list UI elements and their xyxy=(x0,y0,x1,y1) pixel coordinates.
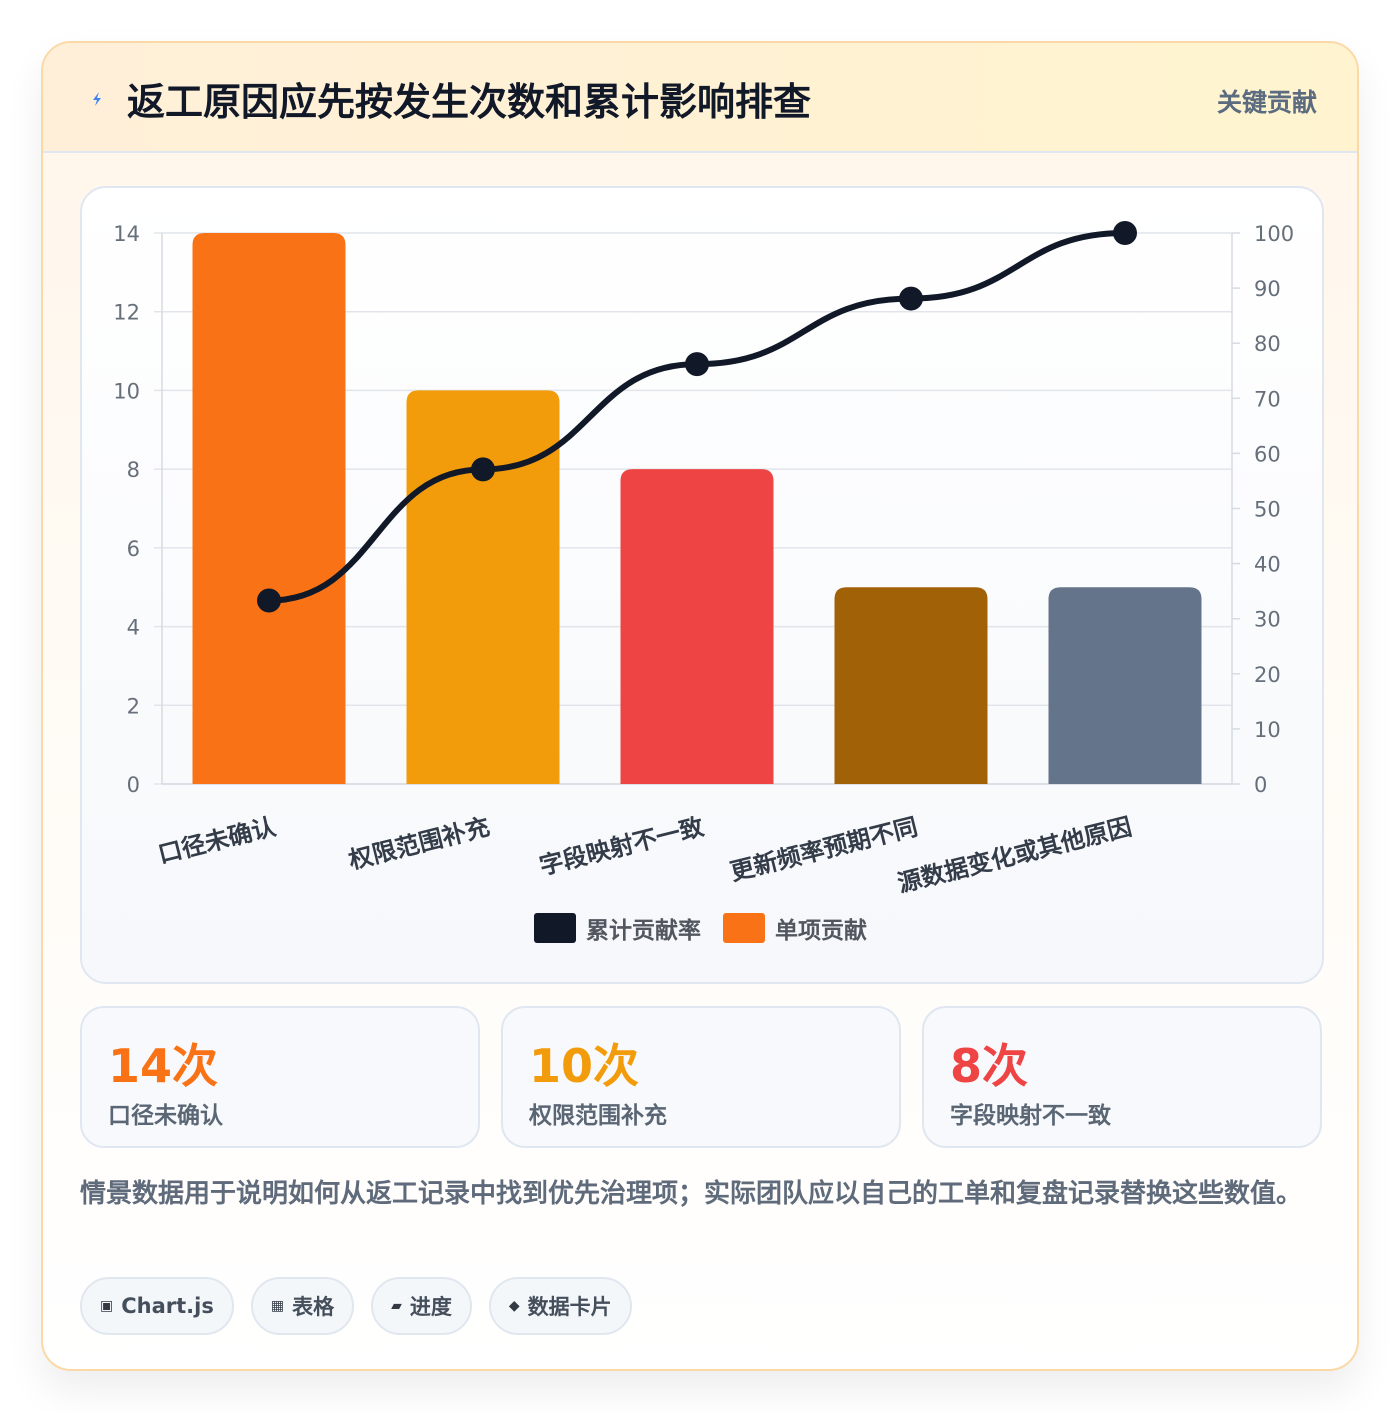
y2-tick-label: 70 xyxy=(1254,387,1281,411)
bar xyxy=(620,469,774,784)
header-badge: 关键贡献 xyxy=(1216,88,1317,117)
line-point xyxy=(1113,221,1137,245)
y-tick-label: 0 xyxy=(127,773,140,797)
diamond-icon: ◆ xyxy=(508,1298,520,1314)
pareto-chart: 0 2 4 6 8 10 12 14 0 10 20 30 40 50 60 70 80 90 100 口径未确认 权限… xyxy=(113,221,1294,898)
tag-list: ▣ Chart.js ▦ 表格 ▰ 进度 ◆ 数据卡片 xyxy=(80,1277,632,1335)
tag-table[interactable]: ▦ 表格 xyxy=(250,1277,355,1335)
y-tick-label: 4 xyxy=(127,616,140,640)
chart-panel: 0 2 4 6 8 10 12 14 0 10 20 30 40 50 60 70 80 90 100 口径未确认 权限… xyxy=(80,186,1324,984)
y2-tick-label: 80 xyxy=(1254,332,1281,356)
stat-card: 8次 字段映射不一致 xyxy=(922,1006,1322,1148)
y2-tick-label: 20 xyxy=(1254,663,1281,687)
stat-label: 字段映射不一致 xyxy=(950,1103,1111,1129)
page-title: 返工原因应先按发生次数和累计影响排查 xyxy=(127,80,812,124)
y2-tick-label: 50 xyxy=(1254,498,1281,522)
x-tick-label: 字段映射不一致 xyxy=(537,812,708,880)
progress-icon: ▰ xyxy=(391,1298,402,1314)
line-point xyxy=(257,588,281,613)
tag-label: Chart.js xyxy=(121,1294,214,1318)
bar xyxy=(1048,587,1202,784)
chart-icon: ▣ xyxy=(100,1298,114,1314)
stat-value: 14次 xyxy=(108,1039,219,1093)
stat-card: 10次 权限范围补充 xyxy=(501,1006,901,1148)
chart-legend: 累计贡献率 单项贡献 xyxy=(534,912,879,944)
y2-tick-label: 60 xyxy=(1254,442,1281,466)
lightning-icon xyxy=(93,92,101,106)
bar xyxy=(406,390,560,784)
y-tick-label: 12 xyxy=(113,301,140,325)
line-point xyxy=(685,352,709,377)
y2-tick-label: 30 xyxy=(1254,608,1281,632)
tag-progress[interactable]: ▰ 进度 xyxy=(371,1277,472,1335)
tag-chartjs[interactable]: ▣ Chart.js xyxy=(80,1277,234,1335)
x-tick-label: 源数据变化或其他原因 xyxy=(895,813,1135,898)
y-tick-label: 8 xyxy=(127,458,140,482)
legend-label-cumulative: 累计贡献率 xyxy=(586,918,701,944)
line-point xyxy=(471,457,495,482)
y-tick-label: 10 xyxy=(113,379,140,403)
tag-data-card[interactable]: ◆ 数据卡片 xyxy=(488,1277,632,1335)
y-tick-label: 6 xyxy=(127,537,140,561)
stat-label: 权限范围补充 xyxy=(529,1103,667,1129)
x-tick-label: 口径未确认 xyxy=(155,813,278,869)
chart-card: 返工原因应先按发生次数和累计影响排查 关键贡献 0 2 4 6 8 10 12 14 0 10 20… xyxy=(41,41,1359,1371)
y-tick-label: 2 xyxy=(127,694,140,718)
legend-swatch-single xyxy=(723,913,765,943)
bar xyxy=(192,233,346,784)
tag-label: 表格 xyxy=(292,1295,335,1319)
tag-label: 数据卡片 xyxy=(527,1295,612,1319)
y2-tick-label: 10 xyxy=(1254,718,1281,742)
line-point xyxy=(899,286,923,311)
y2-tick-label: 40 xyxy=(1254,553,1281,577)
y2-tick-label: 90 xyxy=(1254,277,1281,301)
stat-value: 8次 xyxy=(950,1039,1029,1093)
card-header: 返工原因应先按发生次数和累计影响排查 关键贡献 xyxy=(43,43,1357,153)
footnote: 情景数据用于说明如何从返工记录中找到优先治理项；实际团队应以自己的工单和复盘记录… xyxy=(80,1179,1303,1209)
y-tick-label: 14 xyxy=(113,222,140,246)
tag-label: 进度 xyxy=(409,1295,452,1319)
stat-value: 10次 xyxy=(529,1039,640,1093)
legend-swatch-cumulative xyxy=(534,913,576,943)
bar xyxy=(834,587,988,784)
stat-label: 口径未确认 xyxy=(108,1103,223,1129)
stat-card: 14次 口径未确认 xyxy=(80,1006,480,1148)
x-tick-label: 更新频率预期不同 xyxy=(727,813,920,887)
legend-label-single: 单项贡献 xyxy=(775,918,867,944)
table-icon: ▦ xyxy=(270,1298,285,1314)
y2-tick-label: 0 xyxy=(1254,773,1267,797)
x-tick-label: 权限范围补充 xyxy=(345,813,492,875)
y2-tick-label: 100 xyxy=(1254,222,1294,246)
